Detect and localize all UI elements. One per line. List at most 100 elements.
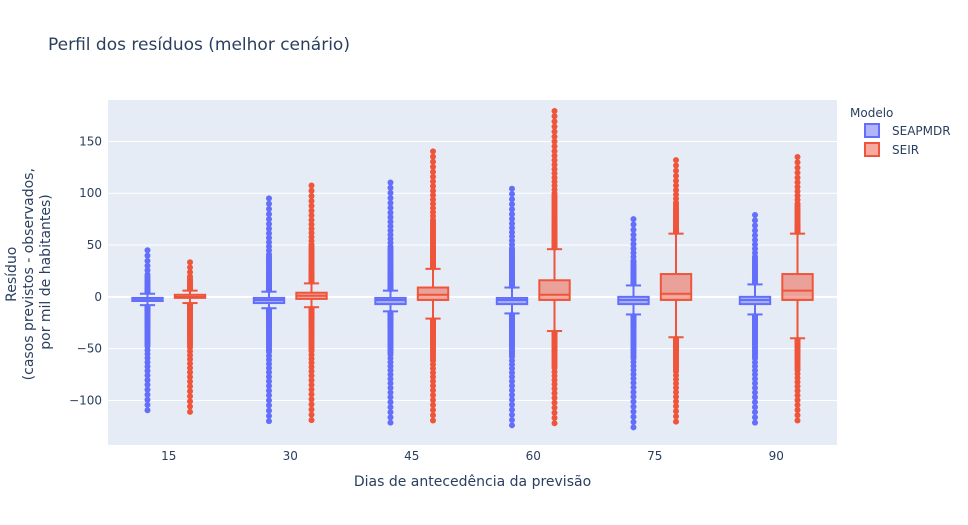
outlier-point [673, 418, 680, 425]
outlier-point [144, 386, 151, 393]
outlier-point [508, 422, 515, 429]
outlier-point [144, 267, 151, 274]
outlier-point [265, 392, 272, 399]
outlier-point [187, 388, 194, 395]
outlier-point [387, 380, 394, 387]
box-seir-30[interactable] [295, 182, 328, 424]
outlier-point [187, 273, 194, 280]
x-tick-label: 45 [404, 449, 419, 463]
outlier-point [673, 172, 680, 179]
outlier-point [430, 412, 437, 419]
outlier-point [673, 403, 680, 410]
outlier-point [387, 375, 394, 382]
outlier-point [630, 389, 637, 396]
outlier-point [265, 206, 272, 213]
legend[interactable]: Modelo SEAPMDR SEIR [850, 106, 951, 157]
box-seapmdr-30[interactable] [252, 195, 286, 425]
y-tick-label: 50 [87, 238, 102, 252]
outlier-point [794, 402, 801, 409]
outlier-point [551, 118, 558, 125]
y-ticks: −100 −50 0 50 100 150 [69, 134, 102, 407]
outlier-point [308, 187, 315, 194]
outlier-point [265, 195, 272, 202]
outlier-point [265, 397, 272, 404]
box-seapmdr-90[interactable] [738, 212, 772, 426]
box-seir-45[interactable] [416, 148, 450, 424]
box-seapmdr-60[interactable] [495, 185, 529, 429]
outlier-point [630, 371, 637, 378]
outlier-point [508, 406, 515, 413]
outlier-point [308, 417, 315, 424]
outlier-point [551, 157, 558, 164]
outlier-point [551, 170, 558, 177]
outlier-point [387, 204, 394, 211]
y-axis-title: Resíduo (casos previstos - observados, p… [4, 164, 54, 381]
outlier-point [673, 191, 680, 198]
legend-swatch-seapmdr [864, 123, 880, 138]
y-tick-label: 0 [94, 290, 102, 304]
plot-background [108, 100, 837, 445]
box-iqr [495, 296, 529, 306]
outlier-point [430, 148, 437, 155]
outlier-point [551, 381, 558, 388]
outlier-point [630, 231, 637, 238]
outlier-point [551, 166, 558, 173]
outlier-point [630, 226, 637, 233]
outlier-point [308, 363, 315, 370]
outlier-point [308, 368, 315, 375]
outlier-point [751, 222, 758, 229]
outlier-point [430, 392, 437, 399]
outlier-point [508, 196, 515, 203]
outlier-point [551, 394, 558, 401]
box-seir-15[interactable] [173, 259, 207, 415]
outlier-point [508, 369, 515, 376]
outlier-point [387, 389, 394, 396]
box-seapmdr-75[interactable] [617, 216, 650, 431]
outlier-point [794, 192, 801, 199]
outlier-point [187, 360, 194, 367]
outlier-point [187, 403, 194, 410]
outlier-point [508, 365, 515, 372]
outlier-point [187, 352, 194, 359]
outlier-point [144, 252, 151, 259]
outlier-point [187, 364, 194, 371]
outlier-point [673, 389, 680, 396]
outlier-point [144, 363, 151, 370]
outlier-point [187, 264, 194, 271]
outlier-point [508, 401, 515, 408]
outlier-point [508, 220, 515, 227]
outlier-point [673, 182, 680, 189]
outlier-point [265, 418, 272, 425]
outlier-point [265, 402, 272, 409]
outlier-point [551, 107, 558, 114]
box-seir-60[interactable] [538, 107, 571, 427]
outlier-point [430, 378, 437, 385]
outlier-point [508, 224, 515, 231]
box-seapmdr-45[interactable] [374, 179, 407, 426]
legend-item-seir[interactable]: SEIR [864, 142, 919, 157]
outlier-point [508, 392, 515, 399]
outlier-point [551, 372, 558, 379]
outlier-point [751, 419, 758, 426]
outlier-point [308, 372, 315, 379]
outlier-point [430, 369, 437, 376]
outlier-point [308, 182, 315, 189]
outlier-point [430, 187, 437, 194]
outlier-point [794, 417, 801, 424]
outlier-point [430, 387, 437, 394]
box-seapmdr-15[interactable] [131, 247, 164, 414]
box-seir-75[interactable] [659, 157, 693, 425]
outlier-point [794, 179, 801, 186]
legend-item-seapmdr[interactable]: SEAPMDR [864, 123, 951, 138]
outlier-point [751, 371, 758, 378]
outlier-point [508, 201, 515, 208]
outlier-point [430, 417, 437, 424]
outlier-point [308, 406, 315, 413]
outlier-point [308, 229, 315, 236]
outlier-point [794, 412, 801, 419]
outlier-point [630, 419, 637, 426]
outlier-point [387, 179, 394, 186]
outlier-point [673, 398, 680, 405]
box-seir-90[interactable] [781, 153, 814, 424]
outlier-point [308, 225, 315, 232]
